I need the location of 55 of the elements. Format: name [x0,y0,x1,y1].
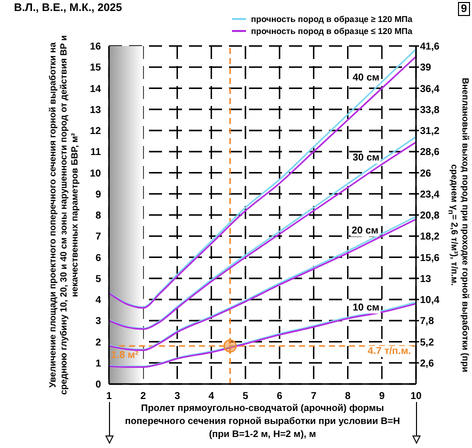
y-tick-label: 8 [95,210,102,222]
annotation: 10 см [352,302,380,314]
y2-tick-label: 20,8 [420,210,440,222]
y-tick-label: 16 [90,42,102,53]
y-tick-label: 11 [90,147,102,158]
y2-tick-label: 31,2 [420,126,440,138]
x-tick-label: 4 [208,391,215,402]
x-tick-label: 7 [310,391,317,402]
y2-tick-label: 18,2 [420,232,440,243]
y-tick-label: 9 [95,189,102,200]
y2-tick-label: 36,4 [420,84,440,95]
y2-tick-label: 26 [420,168,432,180]
y-tick-label: 2 [95,337,102,348]
y-tick-label: 1 [95,358,102,370]
legend-label: прочность пород в образце ≥ 120 МПа [251,13,412,25]
y-tick-label: 5 [95,274,102,285]
y2-tick-label: 5,2 [420,337,434,348]
y2-tick-label: 41,6 [420,42,440,53]
x-axis-title: Пролет прямоугольно-сводчатой (арочной) формы поперечного сечения горной выработки при условии В=Н (при В=1-2 м, Н=2 м), м [125,402,400,441]
y-tick-label: 10 [90,168,102,180]
y-tick-label: 15 [90,62,102,74]
x-tick-label: 5 [242,391,249,402]
y-tick-label: 14 [90,84,102,95]
x-tick-label: 10 [410,391,422,402]
x-tick-label: 2 [140,391,146,402]
y2-tick-label: 39 [420,62,432,74]
y-tick-label: 13 [90,104,102,116]
x-tick-label: 6 [276,391,283,402]
ref-line-label: 1.8 м² [111,350,140,361]
annotation: 40 см [352,72,380,84]
y2-tick-label: 33,8 [420,104,440,116]
y-tick-label: 6 [95,252,102,264]
x-tick-label: 1 [106,391,112,402]
y2-tick-label: 13 [420,274,432,285]
y2-tick-label: 15,6 [420,252,440,264]
y-tick-label: 7 [95,232,102,243]
y2-tick-label: 23,4 [420,189,440,200]
x-tick-label: 9 [379,391,386,402]
text: В.Л., В.Е., М.К., 2025 [14,2,122,14]
y-tick-label: 0 [95,380,102,391]
y-tick-label: 4 [95,295,102,306]
annotation: 4.7 т/п.м. [366,346,412,357]
x-tick-label: 8 [344,391,351,402]
legend-label: прочность пород в образце ≤ 120 МПа [251,25,412,37]
y2-tick-label: 10,4 [420,295,440,306]
annotation: 20 см [350,226,380,236]
y2-tick-label: 28,6 [420,147,440,158]
annotation: 30 см [352,152,380,164]
y-axis-title: Увеличение площади проектного поперечного сечения горной выработки на среднюю глубину 10, 20, 30 и 40 см зоны нарушенности пород от действия ВР и некачественных параметров БВР, м² [48,34,80,397]
y2-tick-label: 2,6 [420,358,434,370]
text: 9 [458,2,470,16]
y-tick-label: 3 [95,316,102,328]
y2-tick-label: 7,8 [420,316,434,328]
y-tick-label: 12 [90,126,102,138]
x-tick-label: 3 [174,391,180,402]
